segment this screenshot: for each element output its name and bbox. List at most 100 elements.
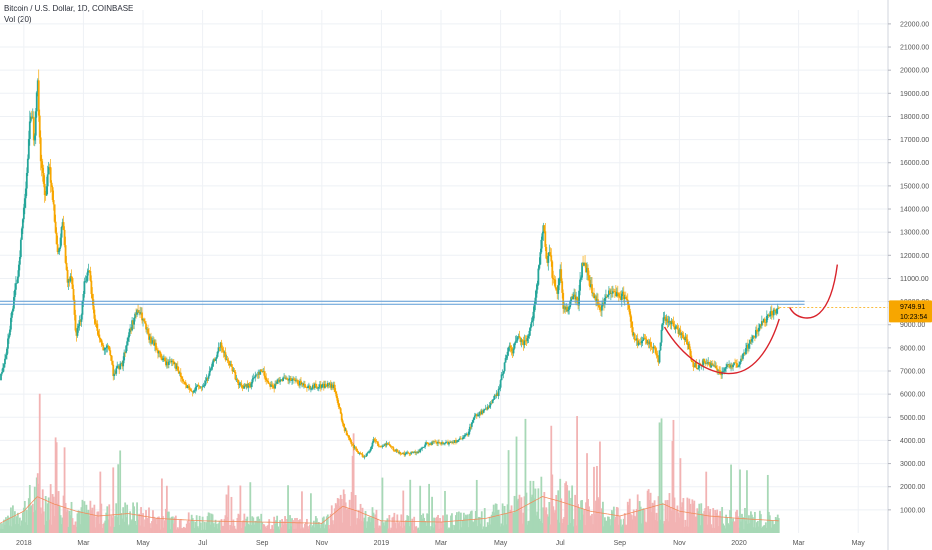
volume-bar [131, 519, 134, 533]
volume-bar [765, 527, 768, 533]
candle-body [34, 111, 37, 136]
volume-bar [177, 528, 180, 533]
candle-body [497, 388, 500, 397]
candle-body [506, 351, 509, 356]
volume-bar [73, 524, 76, 533]
candle-body [192, 390, 195, 393]
volume-bar [363, 517, 366, 533]
volume-bar [729, 510, 731, 533]
candle-body [748, 343, 750, 349]
candle-body [40, 161, 43, 168]
volume-bar [180, 528, 183, 533]
candle-body [238, 384, 241, 386]
candle-body [395, 449, 398, 451]
candle-body [115, 368, 118, 374]
candle-body [609, 293, 612, 294]
volume-bar [588, 506, 590, 533]
volume-bar [192, 521, 195, 533]
volume-bar [125, 517, 128, 533]
volume-bar [34, 510, 37, 533]
candle-body [99, 338, 102, 340]
volume-bar [118, 524, 121, 533]
volume-moving-average [0, 496, 779, 524]
candle-body [119, 363, 122, 370]
volume-bar [644, 521, 647, 533]
candle-body [148, 333, 150, 340]
candle-body [689, 349, 692, 356]
candle-body [334, 391, 337, 394]
candle-body [326, 382, 329, 387]
candle-body [71, 278, 74, 290]
candle-body [482, 410, 485, 413]
volume-bar [121, 518, 124, 533]
candle-body [464, 434, 467, 436]
candle-body [114, 373, 117, 375]
bar-countdown: 10:23:54 [900, 314, 927, 321]
candle-body [205, 377, 208, 381]
candle-body [627, 304, 630, 309]
volume-bar [147, 518, 149, 533]
volume-bar [348, 499, 351, 533]
candle-body [167, 361, 170, 365]
candle-body [88, 270, 91, 272]
volume-bar [762, 525, 765, 533]
candle-body [378, 445, 381, 447]
candle-body [594, 296, 596, 298]
volume-bar [582, 514, 584, 533]
candle-body [393, 450, 396, 451]
volume-bar [607, 516, 610, 533]
candle-body [756, 331, 759, 332]
volume-bar [512, 512, 515, 533]
volume-bar [708, 511, 711, 533]
volume-bar [291, 518, 293, 533]
candle-body [147, 328, 149, 334]
candle-body [253, 377, 256, 379]
candle-body [462, 436, 465, 438]
volume-bar [471, 521, 474, 533]
volume-bar [246, 516, 249, 533]
candle-body [601, 305, 603, 311]
candle-body [117, 365, 120, 367]
candle-body [301, 382, 303, 385]
volume-bar [122, 507, 125, 533]
candle-body [632, 333, 635, 336]
volume-bar [581, 499, 583, 533]
price-tick-label: 7000.00 [900, 369, 925, 376]
volume-bar [740, 521, 742, 533]
volume-bar [477, 516, 480, 533]
candle-body [743, 352, 745, 354]
candle-body [138, 311, 140, 313]
time-tick-label: Jul [198, 540, 207, 547]
candle-body [680, 333, 683, 336]
volume-bar [66, 509, 69, 533]
volume-bar [331, 520, 334, 533]
candle-body [52, 199, 55, 205]
volume-bar [108, 504, 111, 533]
volume-bar [137, 519, 139, 533]
candle-body [682, 334, 685, 339]
candle-body [484, 408, 487, 410]
candle-body [289, 378, 291, 380]
candle-body [134, 313, 136, 318]
volume-bar [257, 516, 260, 533]
volume-bar [557, 490, 560, 533]
candle-body [408, 452, 411, 454]
candle-body [552, 277, 555, 280]
candle-body [753, 336, 756, 338]
time-tick-label: Mar [77, 540, 90, 547]
candle-body [509, 345, 512, 348]
volume-bar [567, 524, 570, 533]
volume-bar [665, 519, 668, 533]
volume-bar [64, 502, 67, 533]
candle-body [309, 388, 312, 390]
candle-body [624, 297, 627, 299]
volume-bar [183, 527, 186, 533]
volume-bar [175, 529, 178, 533]
volume-bar [219, 530, 222, 533]
volume-bar [543, 491, 546, 533]
volume-bar [752, 517, 754, 533]
candle-body [376, 441, 379, 444]
volume-bar [586, 453, 588, 533]
candle-body [525, 340, 528, 342]
